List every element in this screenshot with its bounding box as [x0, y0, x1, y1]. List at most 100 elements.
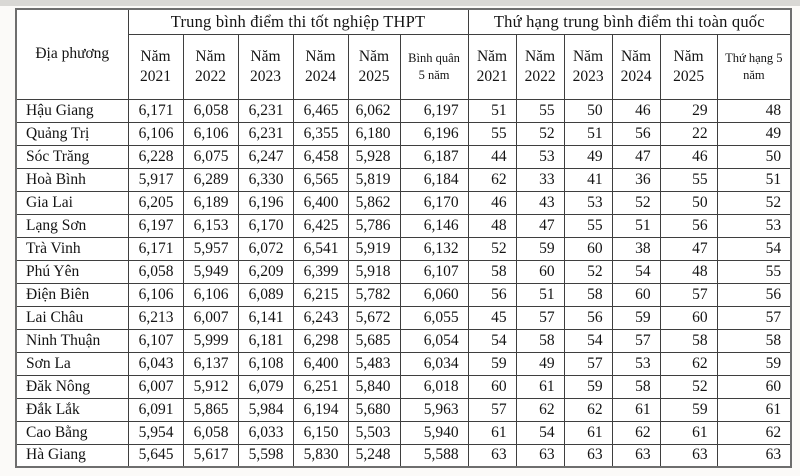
rank-5yr: 49	[716, 121, 792, 146]
rank-2024: 51	[611, 213, 661, 238]
rank-5yr: 56	[716, 282, 792, 307]
rank-2023: 57	[563, 351, 613, 376]
rank-2024: 54	[611, 259, 661, 284]
score-2025: 5,862	[347, 190, 401, 215]
score-2022: 5,949	[182, 259, 239, 284]
rank-2021: 57	[467, 397, 517, 422]
rank-5yr: 52	[716, 190, 792, 215]
score-5yr-average: 6,184	[399, 167, 469, 192]
score-2023: 6,033	[237, 420, 294, 445]
rank-2022: 54	[515, 420, 565, 445]
rank-2025: 63	[659, 443, 718, 468]
rank-2021: 62	[467, 167, 517, 192]
rank-2022: 47	[515, 213, 565, 238]
rank-2023: 56	[563, 305, 613, 330]
group-header-row: Địa phương Trung bình điểm thi tốt nghiệ…	[15, 8, 792, 100]
table-row: Ninh Thuận 6,107 5,999 6,181 6,298 5,685…	[15, 328, 792, 353]
table-body: Hậu Giang 6,171 6,058 6,231 6,465 6,062 …	[15, 98, 792, 468]
score-5yr-average: 6,197	[399, 98, 469, 123]
rank-2024: 62	[611, 420, 661, 445]
province-name: Sơn La	[15, 351, 129, 376]
score-2022: 6,007	[182, 305, 239, 330]
rank-2025: 47	[659, 236, 718, 261]
score-2025: 5,840	[347, 374, 401, 399]
rank-2025: 57	[659, 282, 718, 307]
rank-2021: 63	[467, 443, 517, 468]
rank-2025: 50	[659, 190, 718, 215]
rank-2025: 55	[659, 167, 718, 192]
column-header-rank-2023: Năm 2023	[563, 33, 613, 100]
score-2021: 6,213	[127, 305, 184, 330]
province-name: Đắk Lắk	[15, 397, 129, 422]
score-2023: 6,141	[237, 305, 294, 330]
score-5yr-average: 5,940	[399, 420, 469, 445]
score-2023: 6,181	[237, 328, 294, 353]
rank-5yr: 50	[716, 144, 792, 169]
score-2025: 5,928	[347, 144, 401, 169]
rank-2024: 59	[611, 305, 661, 330]
score-2022: 5,865	[182, 397, 239, 422]
score-2025: 5,503	[347, 420, 401, 445]
rank-2024: 56	[611, 121, 661, 146]
table-row: Hoà Bình 5,917 6,289 6,330 6,565 5,819 6…	[15, 167, 792, 192]
rank-2025: 59	[659, 397, 718, 422]
exam-score-table-wrapper: Địa phương Trung bình điểm thi tốt nghiệ…	[15, 8, 793, 468]
rank-2025: 48	[659, 259, 718, 284]
rank-2023: 53	[563, 190, 613, 215]
score-2021: 6,058	[127, 259, 184, 284]
rank-2021: 60	[467, 374, 517, 399]
province-name: Cao Bằng	[15, 420, 129, 445]
column-header-rank-avg: Thứ hạng 5 năm	[716, 33, 792, 100]
score-2024: 6,400	[292, 190, 349, 215]
rank-2023: 51	[563, 121, 613, 146]
rank-2025: 62	[659, 351, 718, 376]
rank-2024: 38	[611, 236, 661, 261]
column-header-score-2021: Năm 2021	[127, 33, 184, 100]
province-name: Đăk Nông	[15, 374, 129, 399]
rank-2023: 52	[563, 259, 613, 284]
rank-2024: 60	[611, 282, 661, 307]
score-2025: 5,919	[347, 236, 401, 261]
table-row: Sóc Trăng 6,228 6,075 6,247 6,458 5,928 …	[15, 144, 792, 169]
rank-2021: 51	[467, 98, 517, 123]
score-2023: 6,231	[237, 98, 294, 123]
column-header-score-2023: Năm 2023	[237, 33, 294, 100]
score-2023: 6,209	[237, 259, 294, 284]
score-2023: 6,108	[237, 351, 294, 376]
rank-2025: 56	[659, 213, 718, 238]
rank-2023: 41	[563, 167, 613, 192]
rank-2024: 53	[611, 351, 661, 376]
score-2024: 6,194	[292, 397, 349, 422]
rank-2022: 52	[515, 121, 565, 146]
score-2022: 5,999	[182, 328, 239, 353]
rank-2023: 60	[563, 236, 613, 261]
exam-score-table: Địa phương Trung bình điểm thi tốt nghiệ…	[15, 8, 793, 468]
score-2023: 6,196	[237, 190, 294, 215]
column-header-rank-2025: Năm 2025	[659, 33, 718, 100]
rank-2021: 44	[467, 144, 517, 169]
score-2022: 6,289	[182, 167, 239, 192]
score-2023: 6,330	[237, 167, 294, 192]
rank-2023: 62	[563, 397, 613, 422]
rank-2023: 54	[563, 328, 613, 353]
score-5yr-average: 6,054	[399, 328, 469, 353]
province-name: Phú Yên	[15, 259, 129, 284]
column-header-province: Địa phương	[15, 8, 129, 100]
score-2025: 5,680	[347, 397, 401, 422]
score-5yr-average: 6,107	[399, 259, 469, 284]
score-2025: 5,786	[347, 213, 401, 238]
score-2024: 6,251	[292, 374, 349, 399]
rank-2022: 58	[515, 328, 565, 353]
rank-5yr: 59	[716, 351, 792, 376]
rank-2023: 58	[563, 282, 613, 307]
score-2024: 6,425	[292, 213, 349, 238]
score-2021: 5,954	[127, 420, 184, 445]
score-2023: 6,170	[237, 213, 294, 238]
score-2023: 6,089	[237, 282, 294, 307]
rank-2024: 57	[611, 328, 661, 353]
score-2024: 6,465	[292, 98, 349, 123]
score-2021: 6,106	[127, 121, 184, 146]
rank-2025: 52	[659, 374, 718, 399]
group-header-ranks: Thứ hạng trung bình điểm thi toàn quốc	[467, 8, 792, 35]
score-2021: 6,228	[127, 144, 184, 169]
